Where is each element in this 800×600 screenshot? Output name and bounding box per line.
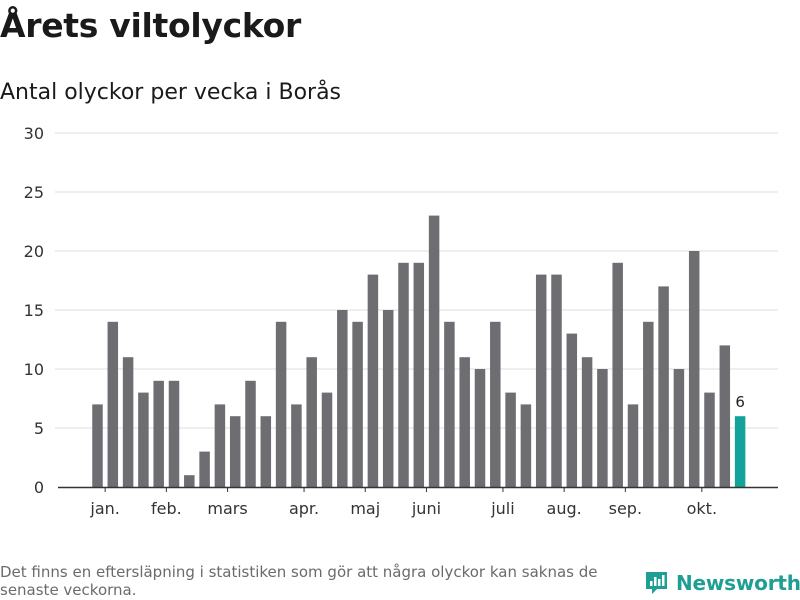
bar (597, 369, 608, 487)
bar (306, 357, 317, 487)
bar (107, 321, 119, 487)
footnote: Det finns en eftersläpning i statistiken… (0, 563, 598, 599)
bar (627, 404, 639, 487)
bar (551, 274, 562, 487)
bar (413, 262, 425, 487)
bar (337, 310, 348, 487)
x-tick-label: jan. (89, 499, 119, 518)
bar (505, 392, 516, 487)
bar (643, 321, 654, 487)
bar (398, 262, 409, 487)
bar (122, 357, 134, 487)
x-tick-label: juli (490, 499, 514, 518)
x-tick-label: juni (411, 499, 441, 518)
bar (520, 404, 532, 487)
data-label: 6 (735, 393, 745, 411)
chart-subtitle: Antal olyckor per vecka i Borås (0, 80, 342, 105)
bar (199, 451, 210, 487)
y-tick-label: 0 (34, 478, 44, 497)
bar (138, 392, 149, 487)
bar (490, 321, 501, 487)
bar-current-week (734, 416, 746, 487)
bar (184, 475, 195, 487)
y-tick-label: 30 (24, 124, 44, 143)
bar (428, 215, 440, 487)
bar (153, 380, 164, 487)
brand-name: Newsworthy (676, 571, 800, 595)
bar (474, 369, 486, 487)
bar (566, 333, 578, 487)
x-tick-label: maj (350, 499, 380, 518)
bar (459, 357, 470, 487)
bar (168, 380, 180, 487)
bar (673, 369, 685, 487)
y-tick-label: 25 (24, 183, 44, 202)
page-title: Årets viltolyckor (0, 6, 301, 45)
bar (688, 251, 700, 487)
y-tick-label: 10 (24, 360, 44, 379)
bar (704, 392, 715, 487)
y-tick-label: 5 (34, 419, 44, 438)
bar (260, 416, 272, 487)
bar (658, 286, 669, 487)
bar (535, 274, 547, 487)
bar (214, 404, 226, 487)
y-tick-label: 20 (24, 242, 44, 261)
axes: 0 5 10 15 20 25 30 jan. feb. mars apr. maj juni juli a… (24, 124, 778, 518)
bar (245, 380, 256, 487)
bar (719, 345, 731, 487)
bar-chart: 6 0 5 10 15 20 25 30 jan. feb. mars apr. maj juni jul… (24, 124, 778, 518)
bar (444, 321, 455, 487)
bar (275, 321, 287, 487)
bars: 6 (92, 215, 746, 487)
bar (291, 404, 302, 487)
x-tick-label: sep. (609, 499, 642, 518)
y-tick-label: 15 (24, 301, 44, 320)
bar (581, 357, 593, 487)
bar (367, 274, 379, 487)
x-tick-label: mars (207, 499, 247, 518)
bar (229, 416, 241, 487)
x-tick-label: okt. (687, 499, 717, 518)
bar (612, 262, 623, 487)
bar (321, 392, 333, 487)
newsworthy-logo: Newsworthy (644, 570, 800, 596)
bar-chart-logo-icon (646, 572, 667, 594)
x-tick-label: feb. (151, 499, 182, 518)
x-tick-label: aug. (547, 499, 582, 518)
bar (382, 310, 394, 487)
bar (352, 321, 363, 487)
x-tick-label: apr. (289, 499, 319, 518)
bar (92, 404, 103, 487)
